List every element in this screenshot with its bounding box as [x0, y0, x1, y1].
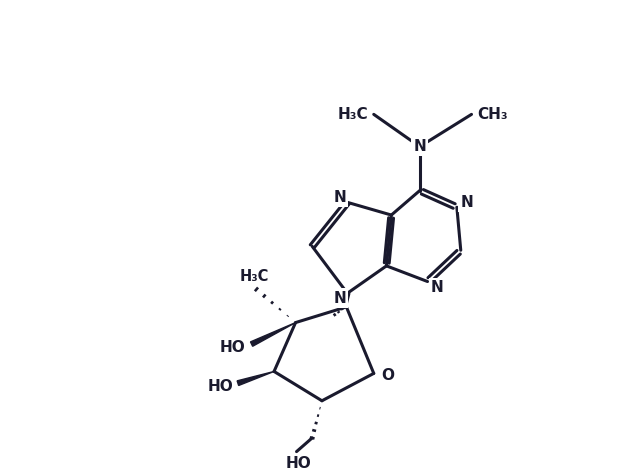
Text: N: N: [413, 139, 426, 154]
Text: CH₃: CH₃: [477, 107, 508, 122]
Text: HO: HO: [219, 340, 245, 355]
Text: HO: HO: [207, 379, 233, 393]
Polygon shape: [345, 293, 350, 307]
Polygon shape: [250, 322, 296, 346]
Text: N: N: [460, 195, 473, 210]
Text: O: O: [381, 368, 394, 383]
Text: H₃C: H₃C: [337, 107, 368, 122]
Text: HO: HO: [285, 456, 312, 470]
Polygon shape: [237, 371, 274, 385]
Text: N: N: [333, 290, 346, 306]
Text: N: N: [431, 280, 444, 295]
Text: N: N: [333, 190, 346, 205]
Text: H₃C: H₃C: [240, 269, 269, 284]
